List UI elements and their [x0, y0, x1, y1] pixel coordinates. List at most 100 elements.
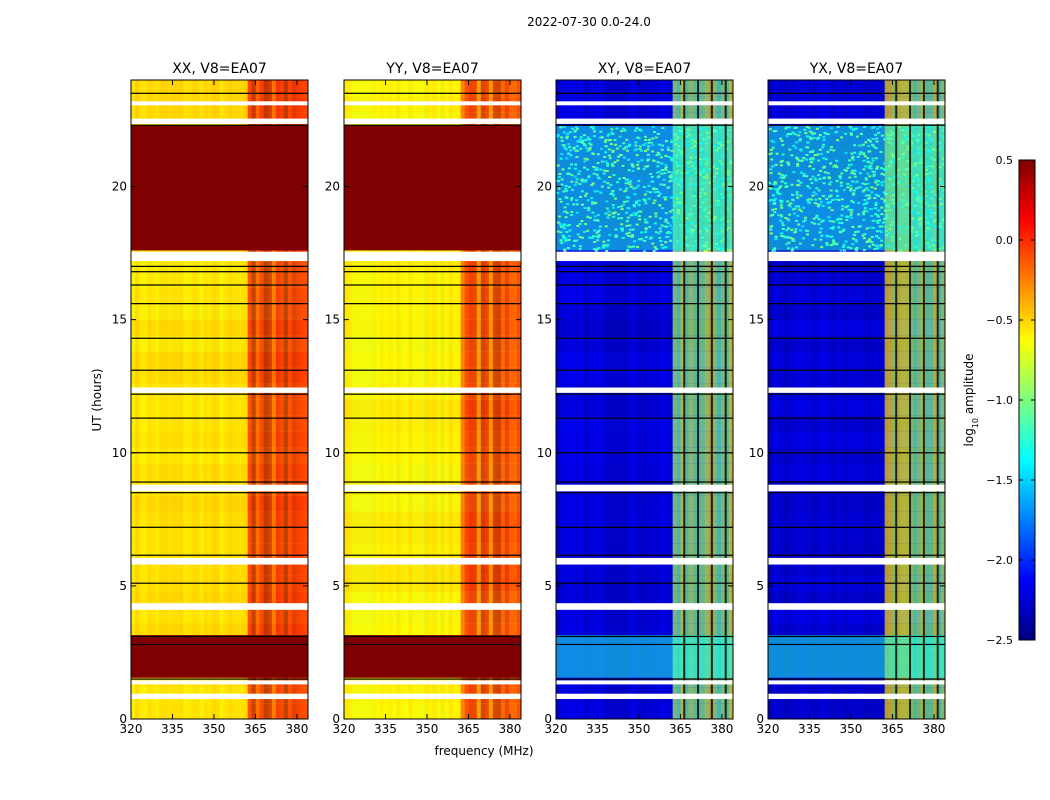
- flag-line: [344, 124, 521, 126]
- heatmap-stripe: [408, 80, 413, 719]
- heatmap-stripe: [828, 80, 833, 719]
- heatmap-timeband: [344, 703, 521, 719]
- flag-line: [344, 554, 521, 556]
- heatmap-stripe: [720, 80, 726, 719]
- white-gap: [131, 557, 308, 565]
- noise-speck: [594, 249, 598, 252]
- heatmap-stripe: [660, 80, 666, 719]
- heatmap-stripe: [187, 80, 192, 719]
- flag-line: [768, 124, 945, 126]
- heatmap-stripe: [680, 80, 686, 719]
- heatmap-stripe: [648, 80, 654, 719]
- heatmap-timeband: [131, 319, 308, 336]
- x-tick-label: 380: [498, 722, 521, 736]
- heatmap-stripe: [672, 80, 678, 719]
- band-edge-line: [909, 80, 912, 719]
- x-tick-label: 380: [710, 722, 733, 736]
- flag-line: [556, 481, 733, 483]
- flagged-block: [768, 635, 945, 678]
- heatmap-stripe: [484, 80, 490, 719]
- heatmap-stripe: [716, 80, 722, 719]
- flag-line: [344, 526, 521, 528]
- axes-frame: [343, 79, 522, 720]
- white-gap: [556, 251, 733, 262]
- noise-speck: [721, 249, 725, 252]
- heatmap-stripe: [303, 80, 308, 719]
- y-tick-label: 10: [325, 446, 340, 460]
- heatmap-stripe: [812, 80, 817, 719]
- heatmap-timeband: [344, 415, 521, 432]
- y-tick-label: 5: [332, 579, 340, 593]
- heatmap-stripe: [444, 80, 450, 719]
- heatmap-stripe: [804, 80, 809, 719]
- heatmap-timeband: [131, 351, 308, 368]
- noise-speck: [899, 249, 903, 252]
- heatmap-stripe: [171, 80, 176, 719]
- heatmap-stripe: [263, 80, 269, 719]
- heatmap-timeband: [131, 527, 308, 544]
- heatmap-stripe: [808, 80, 813, 719]
- y-tick-label: 0: [756, 712, 764, 726]
- heatmap-stripe: [231, 80, 237, 719]
- heatmap-stripe: [147, 80, 152, 719]
- flag-line: [344, 481, 521, 483]
- flag-line: [556, 337, 733, 339]
- flag-line: [131, 492, 308, 494]
- heatmap-stripe: [724, 80, 730, 719]
- heatmap-stripe: [888, 80, 894, 719]
- flag-line: [556, 492, 733, 494]
- heatmap-stripe: [251, 80, 257, 719]
- heatmap-timeband: [556, 367, 733, 384]
- flag-line: [344, 643, 521, 646]
- flag-line: [131, 369, 308, 371]
- white-gap: [556, 118, 733, 124]
- heatmap-timeband: [768, 463, 945, 480]
- flag-line: [344, 492, 521, 494]
- colorbar-tick-label: −1.0: [986, 394, 1013, 407]
- band-edge-line: [697, 80, 700, 719]
- white-gap: [344, 118, 521, 124]
- white-gap: [344, 603, 521, 610]
- x-tick-label: 365: [881, 722, 904, 736]
- heatmap-image: [131, 80, 308, 719]
- heatmap-stripe: [283, 80, 289, 719]
- heatmap-stripe: [860, 80, 866, 719]
- heatmap-timeband: [131, 431, 308, 448]
- flag-line: [344, 271, 521, 273]
- heatmap-stripe: [432, 80, 438, 719]
- white-gap: [556, 680, 733, 685]
- heatmap-stripe: [560, 80, 565, 719]
- heatmap-stripe: [380, 80, 385, 719]
- heatmap-stripe: [179, 80, 184, 719]
- white-gap: [131, 693, 308, 700]
- flag-line: [344, 369, 521, 371]
- white-gap: [768, 484, 945, 492]
- heatmap-timeband: [768, 335, 945, 352]
- flag-line: [768, 635, 945, 638]
- white-gap: [131, 603, 308, 610]
- noise-speck: [772, 250, 776, 253]
- flag-line: [556, 678, 733, 680]
- heatmap-stripe: [588, 80, 593, 719]
- heatmap-stripe: [768, 80, 773, 719]
- y-tick-label: 20: [749, 180, 764, 194]
- heatmap-stripe: [876, 80, 882, 719]
- heatmap-timeband: [768, 543, 945, 560]
- flag-line: [768, 417, 945, 419]
- heatmap-timeband: [556, 703, 733, 719]
- flag-line: [556, 265, 733, 267]
- heatmap-stripe: [404, 80, 409, 719]
- heatmap-timeband: [556, 399, 733, 416]
- flag-line: [344, 337, 521, 339]
- heatmap-stripe: [348, 80, 353, 719]
- heatmap-stripe: [295, 80, 301, 719]
- x-tick-label: 350: [203, 722, 226, 736]
- y-tick-label: 5: [119, 579, 127, 593]
- heatmap-stripe: [468, 80, 474, 719]
- heatmap-stripe: [856, 80, 862, 719]
- heatmap-stripe: [644, 80, 650, 719]
- flag-line: [344, 678, 521, 680]
- heatmap-timeband: [131, 415, 308, 432]
- heatmap-stripe: [412, 80, 417, 719]
